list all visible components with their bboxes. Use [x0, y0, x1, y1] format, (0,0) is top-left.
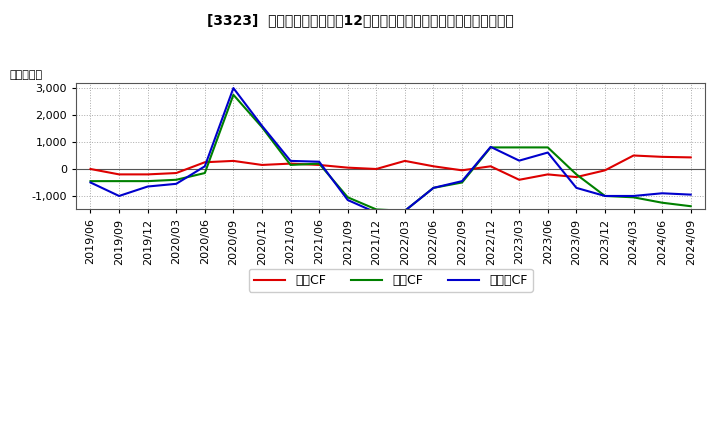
投資CF [658, 200, 667, 205]
投資CF [200, 170, 209, 176]
投資CF [686, 204, 695, 209]
投資CF [143, 179, 152, 184]
営業CF [372, 166, 381, 172]
営業CF [686, 155, 695, 160]
フリーCF [629, 193, 638, 198]
投資CF [343, 194, 352, 200]
営業CF [86, 166, 95, 172]
フリーCF [658, 191, 667, 196]
フリーCF [315, 159, 323, 165]
フリーCF [143, 184, 152, 189]
投資CF [400, 208, 409, 213]
投資CF [229, 92, 238, 97]
フリーCF [86, 180, 95, 185]
投資CF [258, 125, 266, 130]
投資CF [86, 179, 95, 184]
投資CF [572, 172, 581, 177]
営業CF [143, 172, 152, 177]
Y-axis label: （百万円）: （百万円） [9, 70, 42, 80]
営業CF [629, 153, 638, 158]
営業CF [114, 172, 123, 177]
Text: [3323]  キャッシュフローの12か月移動合計の対前年同期増減額の推移: [3323] キャッシュフローの12か月移動合計の対前年同期増減額の推移 [207, 13, 513, 27]
Line: フリーCF: フリーCF [91, 88, 690, 213]
Line: 営業CF: 営業CF [91, 155, 690, 180]
営業CF [515, 177, 523, 183]
営業CF [572, 174, 581, 180]
フリーCF [343, 198, 352, 203]
フリーCF [258, 123, 266, 128]
営業CF [658, 154, 667, 159]
フリーCF [515, 158, 523, 163]
投資CF [429, 185, 438, 191]
投資CF [515, 145, 523, 150]
営業CF [200, 160, 209, 165]
営業CF [458, 168, 467, 173]
Line: 投資CF: 投資CF [91, 95, 690, 211]
フリーCF [229, 85, 238, 91]
フリーCF [544, 150, 552, 155]
営業CF [315, 162, 323, 168]
フリーCF [200, 164, 209, 169]
営業CF [486, 164, 495, 169]
投資CF [372, 207, 381, 212]
営業CF [429, 164, 438, 169]
フリーCF [372, 210, 381, 215]
投資CF [544, 145, 552, 150]
フリーCF [686, 192, 695, 197]
営業CF [287, 161, 295, 166]
Legend: 営業CF, 投資CF, フリーCF: 営業CF, 投資CF, フリーCF [248, 269, 533, 292]
営業CF [544, 172, 552, 177]
投資CF [458, 180, 467, 185]
フリーCF [572, 185, 581, 191]
フリーCF [287, 158, 295, 164]
投資CF [315, 161, 323, 166]
営業CF [258, 162, 266, 168]
フリーCF [172, 181, 181, 187]
営業CF [172, 170, 181, 176]
フリーCF [429, 185, 438, 191]
フリーCF [458, 179, 467, 184]
投資CF [114, 179, 123, 184]
フリーCF [486, 144, 495, 150]
営業CF [400, 158, 409, 164]
フリーCF [400, 208, 409, 213]
営業CF [343, 165, 352, 170]
フリーCF [114, 193, 123, 198]
投資CF [600, 193, 609, 198]
投資CF [629, 194, 638, 200]
投資CF [486, 145, 495, 150]
フリーCF [600, 193, 609, 198]
営業CF [600, 168, 609, 173]
営業CF [229, 158, 238, 164]
投資CF [172, 177, 181, 183]
投資CF [287, 162, 295, 168]
